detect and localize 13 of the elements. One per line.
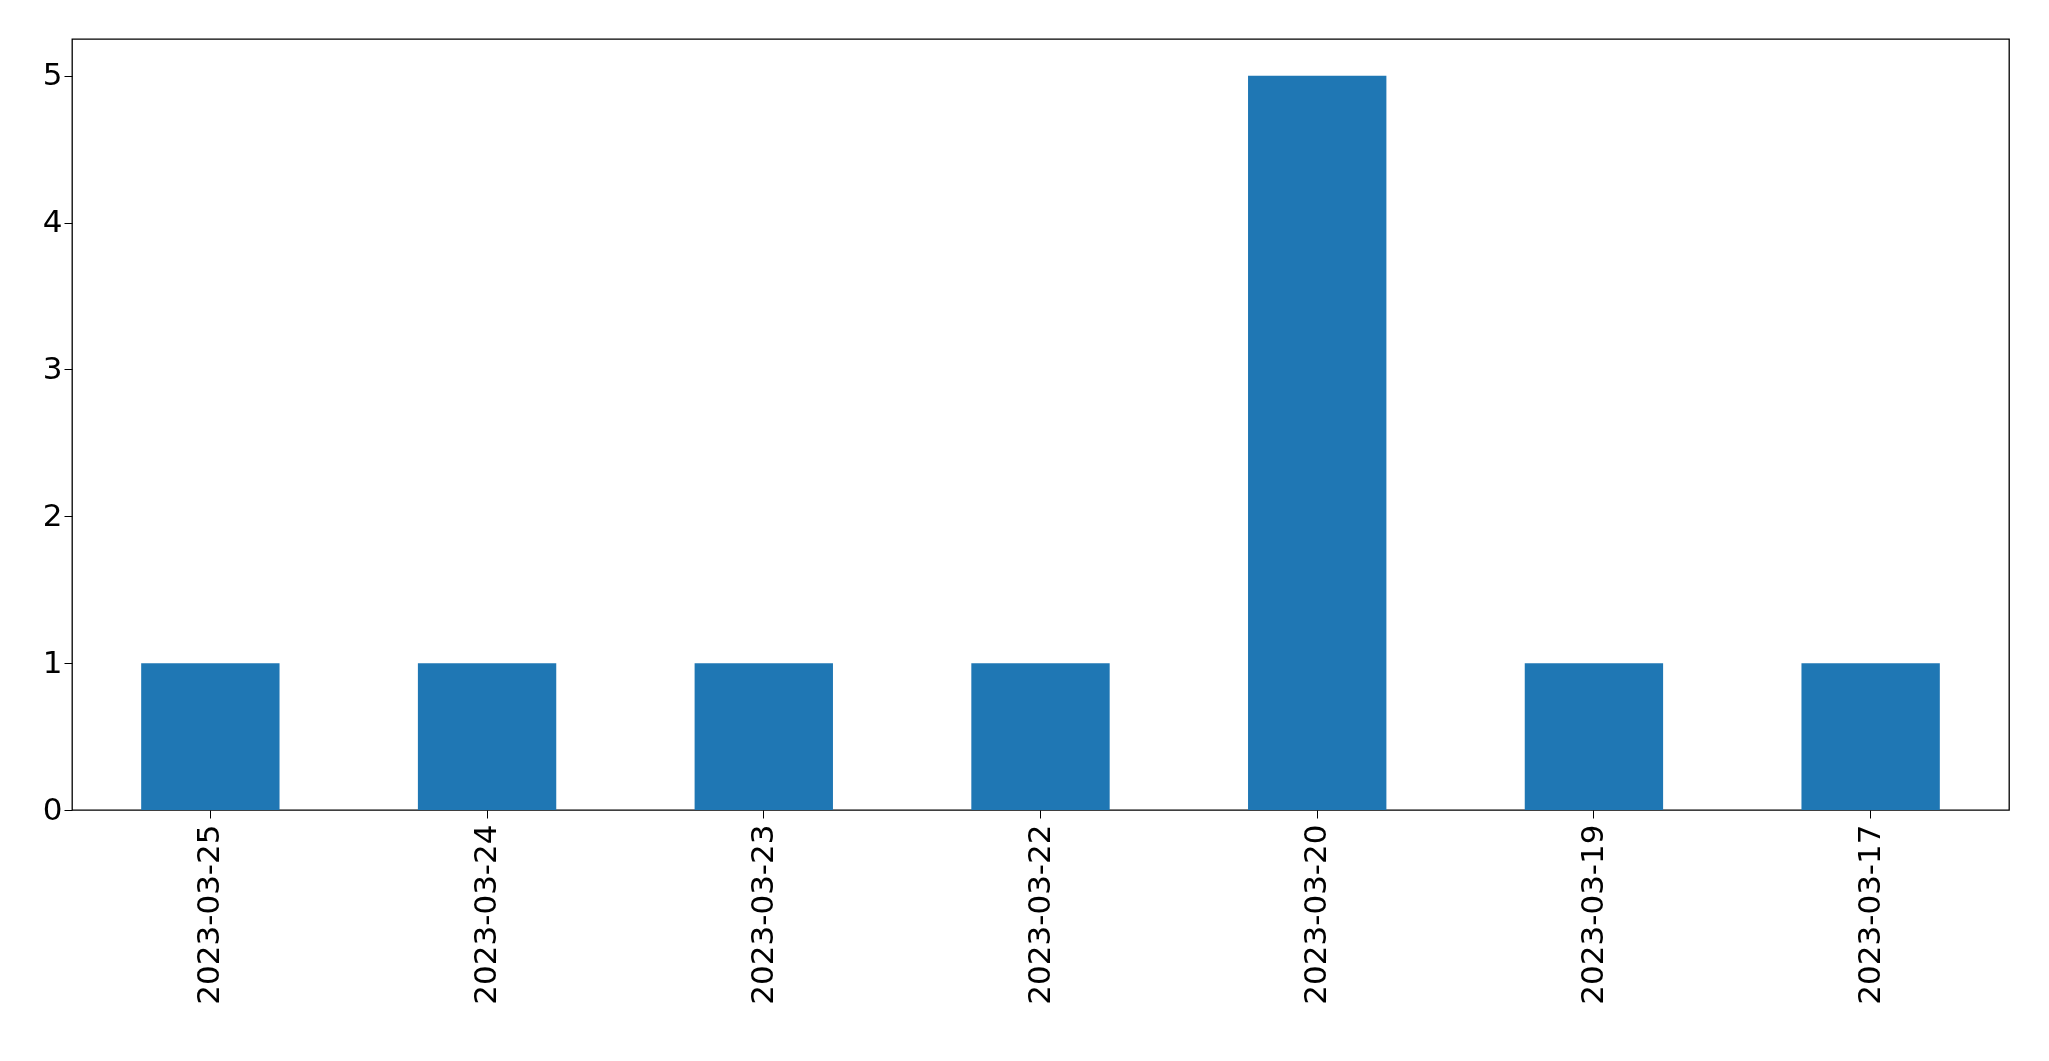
y-tick-label: 0 (42, 790, 63, 827)
y-tick-label: 1 (42, 643, 63, 680)
x-tick-label: 2023-03-17 (1850, 824, 1887, 1005)
x-tick-label: 2023-03-24 (467, 824, 504, 1005)
x-tick-label: 2023-03-23 (743, 824, 780, 1005)
x-tick-label: 2023-03-22 (1020, 824, 1057, 1005)
y-tick-label: 2 (42, 496, 63, 533)
y-tick-label: 4 (42, 203, 63, 240)
x-tick-label: 2023-03-19 (1573, 824, 1610, 1005)
y-tick-label: 5 (42, 56, 63, 93)
x-tick-label: 2023-03-25 (190, 824, 227, 1005)
y-tick-label: 3 (42, 349, 63, 386)
x-tick-label: 2023-03-20 (1297, 824, 1334, 1005)
